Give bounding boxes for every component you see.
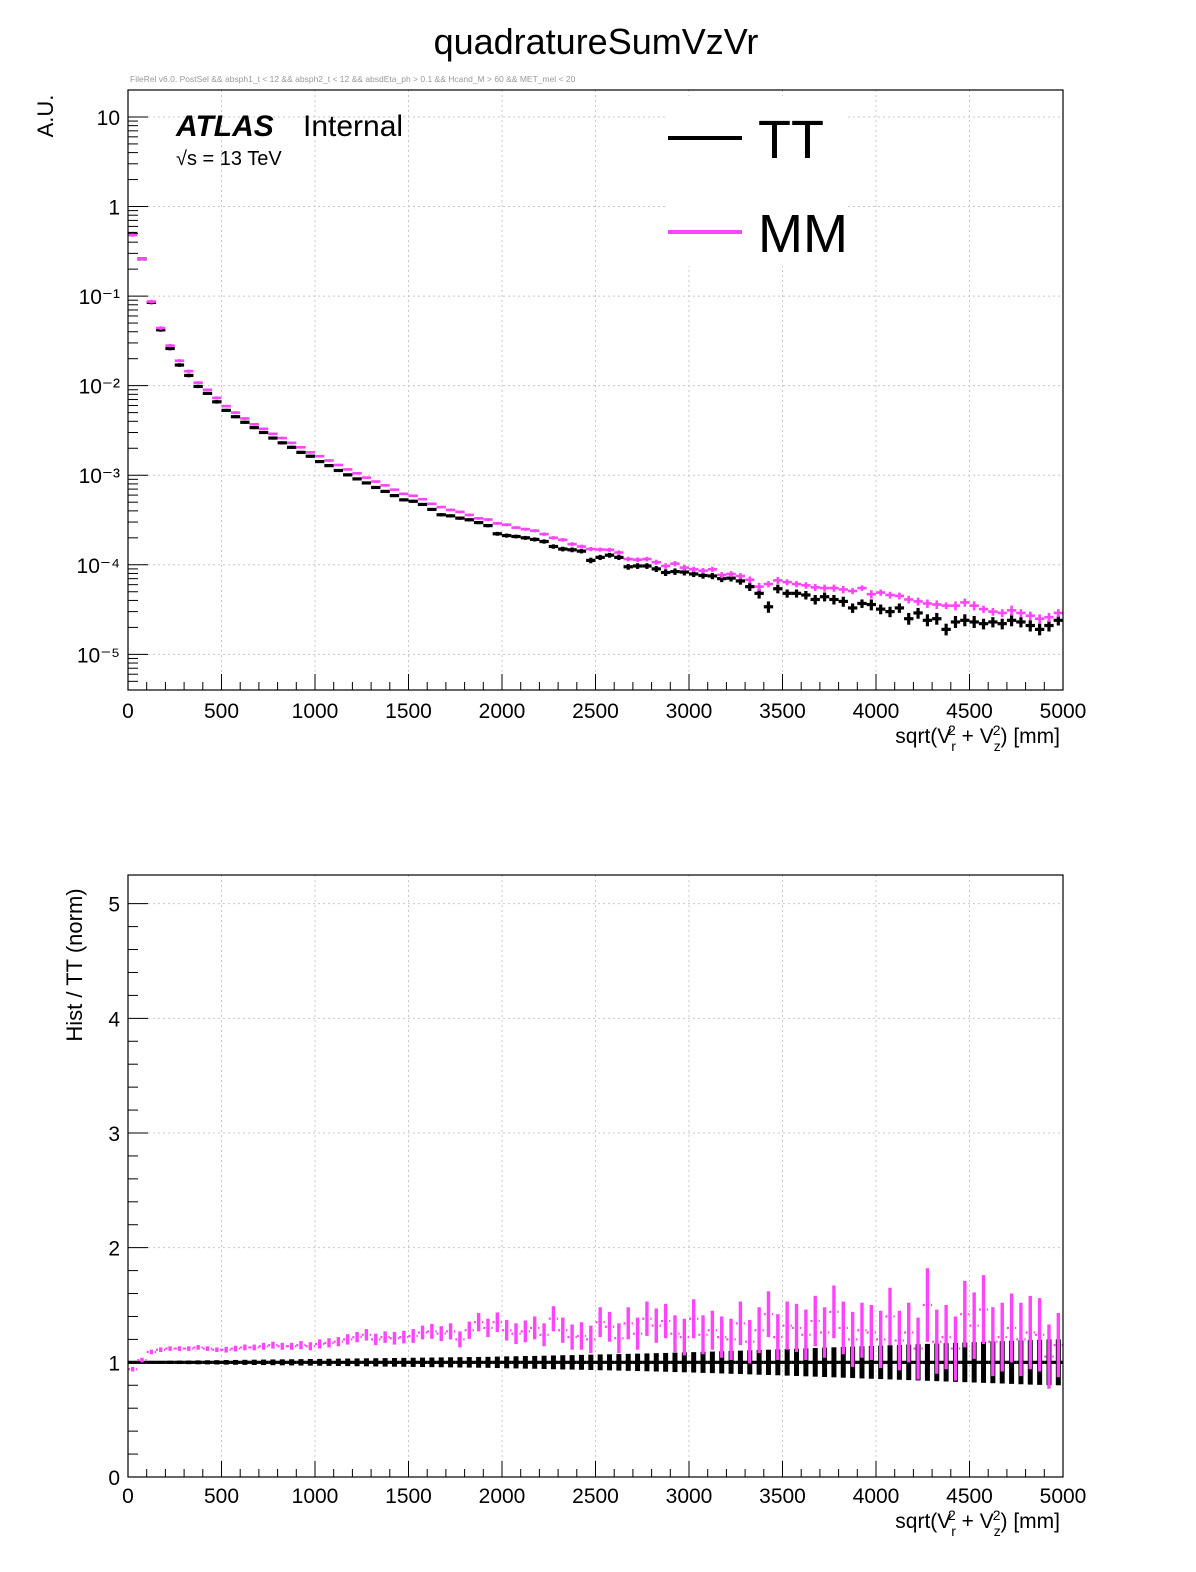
top-y-tick-label: 10⁻¹ [79, 286, 120, 309]
bottom-y-tick-label: 3 [108, 1123, 120, 1146]
legend: TT MM [666, 96, 848, 266]
bottom-x-tick-label: 1500 [385, 1485, 432, 1508]
top-x-tick-label: 4500 [946, 700, 993, 723]
bottom-x-tick-label: 0 [122, 1485, 134, 1508]
legend-label-tt: TT [758, 110, 824, 170]
top-x-tick-label: 2500 [572, 700, 619, 723]
bottom-y-tick-label: 2 [108, 1238, 120, 1261]
bottom-plot-frame [127, 874, 1064, 1478]
bottom-y-tick-label: 4 [108, 1008, 120, 1031]
top-y-tick-label: 10⁻² [79, 376, 120, 399]
top-y-tick-label: 1 [108, 197, 120, 220]
top-y-tick-label: 10⁻⁵ [77, 644, 120, 667]
page-title: quadratureSumVzVr [434, 21, 759, 62]
bottom-x-tick-label: 2000 [479, 1485, 526, 1508]
top-plot-panel: 0 500 1000 1500 2000 2500 3000 3500 4000 4500 5000… [33, 89, 1087, 754]
top-plot-frame [127, 89, 1064, 691]
top-x-tick-label: 0 [122, 700, 134, 723]
top-y-tick-label: 10 [97, 107, 120, 130]
top-x-tick-label: 3000 [666, 700, 713, 723]
top-x-tick-label: 1000 [292, 700, 339, 723]
bottom-series-mm [128, 1268, 1063, 1389]
top-y-tick-label: 10⁻³ [79, 465, 120, 488]
bottom-x-tick-label: 5000 [1040, 1485, 1087, 1508]
top-y-tick-label: 10⁻⁴ [77, 555, 120, 578]
top-series-tt [128, 231, 1063, 636]
cut-string: FileRel v6.0. PostSel && absph1_t < 12 &… [130, 74, 576, 84]
top-series-mm [128, 233, 1063, 624]
bottom-series-layer [128, 1268, 1063, 1389]
legend-label-mm: MM [758, 204, 848, 264]
bottom-y-axis-label: Hist / TT (norm) [62, 888, 87, 1041]
top-x-tick-label: 2000 [479, 700, 526, 723]
bottom-x-tick-label: 4000 [853, 1485, 900, 1508]
bottom-y-tick-label: 0 [108, 1467, 120, 1490]
bottom-x-tick-label: 3500 [759, 1485, 806, 1508]
bottom-y-tick-label: 1 [108, 1352, 120, 1375]
energy-label: √s = 13 TeV [176, 148, 282, 170]
top-series-layer [128, 231, 1063, 636]
bottom-axis-ticks: 0 500 1000 1500 2000 2500 3000 3500 4000 4500 5000… [108, 894, 1086, 1508]
top-x-tick-label: 3500 [759, 700, 806, 723]
legend-box [666, 96, 846, 266]
atlas-label: ATLAS [175, 110, 274, 143]
top-x-tick-label: 500 [204, 700, 239, 723]
bottom-x-tick-label: 3000 [666, 1485, 713, 1508]
top-y-axis-label: A.U. [33, 95, 58, 138]
top-x-tick-label: 4000 [853, 700, 900, 723]
atlas-status: Internal [303, 110, 403, 143]
bottom-x-tick-label: 500 [204, 1485, 239, 1508]
top-axis-ticks: 0 500 1000 1500 2000 2500 3000 3500 4000 4500 5000… [77, 89, 1087, 723]
top-x-tick-label: 1500 [385, 700, 432, 723]
bottom-x-tick-label: 4500 [946, 1485, 993, 1508]
bottom-x-tick-label: 2500 [572, 1485, 619, 1508]
bottom-x-tick-label: 1000 [292, 1485, 339, 1508]
bottom-y-tick-label: 5 [108, 894, 120, 917]
top-x-tick-label: 5000 [1040, 700, 1087, 723]
